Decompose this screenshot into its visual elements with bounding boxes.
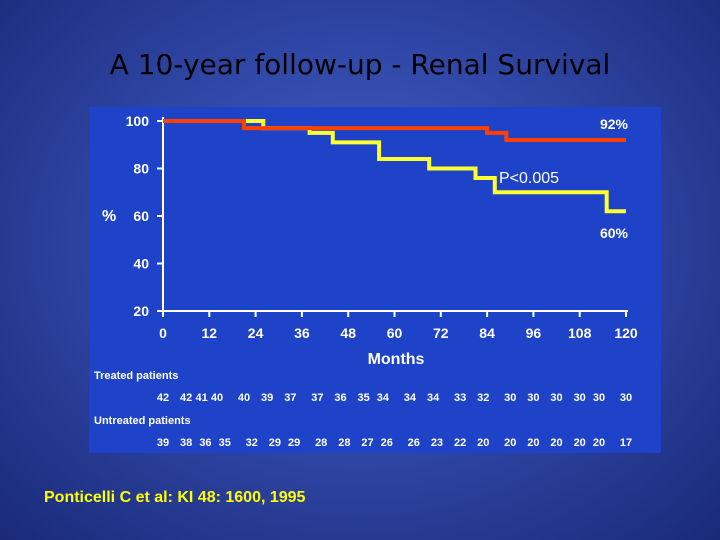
x-tick-label: 12 xyxy=(202,325,218,341)
treated-count: 42 xyxy=(157,392,169,404)
y-axis-label: % xyxy=(102,208,116,225)
slide-title: A 10-year follow-up - Renal Survival xyxy=(109,48,611,81)
untreated-count: 28 xyxy=(315,437,327,449)
treated-count: 34 xyxy=(377,392,390,404)
x-tick-label: 84 xyxy=(479,325,495,341)
treated-count: 39 xyxy=(261,392,273,404)
citation: Ponticelli C et al: KI 48: 1600, 1995 xyxy=(44,489,306,506)
untreated-count: 17 xyxy=(620,437,632,449)
x-tick-label: 96 xyxy=(526,325,542,341)
treated-count: 30 xyxy=(574,392,586,404)
x-tick-label: 0 xyxy=(159,325,167,341)
risk-table: 42 42 41 40 40 39 37 37 36 35 34 34 34 33 32 30 30 30 30 30… xyxy=(157,392,632,449)
treated-count: 30 xyxy=(593,392,605,404)
untreated-count: 20 xyxy=(477,437,489,449)
x-axis-label: Months xyxy=(368,351,425,368)
treated-count: 40 xyxy=(238,392,250,404)
x-tick-label: 24 xyxy=(248,325,264,341)
treated-count: 37 xyxy=(311,392,323,404)
untreated-count: 23 xyxy=(431,437,443,449)
untreated-count: 27 xyxy=(361,437,373,449)
untreated-count: 20 xyxy=(574,437,586,449)
y-tick-label: 60 xyxy=(133,208,149,224)
treated-count: 30 xyxy=(620,392,632,404)
untreated-count: 26 xyxy=(408,437,420,449)
untreated-count: 32 xyxy=(246,437,258,449)
y-tick-labels: 20 40 60 80 100 xyxy=(126,113,150,319)
treated-count: 36 xyxy=(334,392,346,404)
x-tick-label: 60 xyxy=(387,325,403,341)
untreated-series-line xyxy=(163,119,626,214)
chart-axes xyxy=(157,117,628,317)
treated-series-line xyxy=(163,119,626,142)
y-tick-label: 100 xyxy=(126,113,150,129)
x-tick-labels: 0 12 24 36 48 60 72 84 96 108 120 xyxy=(159,325,638,341)
treated-count: 40 xyxy=(211,392,223,404)
treated-count: 30 xyxy=(527,392,539,404)
treated-count: 32 xyxy=(477,392,489,404)
untreated-count: 22 xyxy=(454,437,466,449)
treated-count: 30 xyxy=(504,392,516,404)
treated-count: 35 xyxy=(358,392,370,404)
p-value-annotation: P<0.005 xyxy=(499,170,559,187)
untreated-count: 20 xyxy=(550,437,562,449)
untreated-count: 20 xyxy=(504,437,516,449)
treated-patients-label: Treated patients xyxy=(94,370,178,382)
series-lines: 92% 60% xyxy=(163,116,629,241)
x-tick-label: 36 xyxy=(294,325,310,341)
untreated-count: 28 xyxy=(338,437,350,449)
treated-count: 42 xyxy=(180,392,192,404)
treated-count: 41 xyxy=(195,392,207,404)
chart-panel: 20 40 60 80 100 0 12 24 36 48 60 72 84 96 108 120 92% 6… xyxy=(89,107,661,453)
x-tick-label: 120 xyxy=(614,325,638,341)
untreated-count: 35 xyxy=(219,437,231,449)
untreated-count: 36 xyxy=(199,437,211,449)
x-tick-label: 108 xyxy=(568,325,592,341)
y-tick-label: 20 xyxy=(133,303,149,319)
survival-chart: 20 40 60 80 100 0 12 24 36 48 60 72 84 96 108 120 92% 6… xyxy=(94,113,638,449)
untreated-count: 26 xyxy=(381,437,393,449)
untreated-series-end-label: 60% xyxy=(600,225,629,241)
treated-count: 30 xyxy=(550,392,562,404)
y-tick-label: 80 xyxy=(133,161,149,177)
treated-series-end-label: 92% xyxy=(600,116,629,132)
untreated-count: 29 xyxy=(288,437,300,449)
untreated-patients-label: Untreated patients xyxy=(94,415,191,427)
x-tick-label: 72 xyxy=(433,325,449,341)
untreated-count: 39 xyxy=(157,437,169,449)
treated-count: 34 xyxy=(427,392,440,404)
treated-count: 33 xyxy=(454,392,466,404)
treated-count: 37 xyxy=(284,392,296,404)
treated-count: 34 xyxy=(404,392,417,404)
untreated-count: 20 xyxy=(593,437,605,449)
x-tick-label: 48 xyxy=(340,325,356,341)
y-tick-label: 40 xyxy=(133,256,149,272)
untreated-count: 29 xyxy=(269,437,281,449)
untreated-count: 38 xyxy=(180,437,192,449)
untreated-count: 20 xyxy=(527,437,539,449)
